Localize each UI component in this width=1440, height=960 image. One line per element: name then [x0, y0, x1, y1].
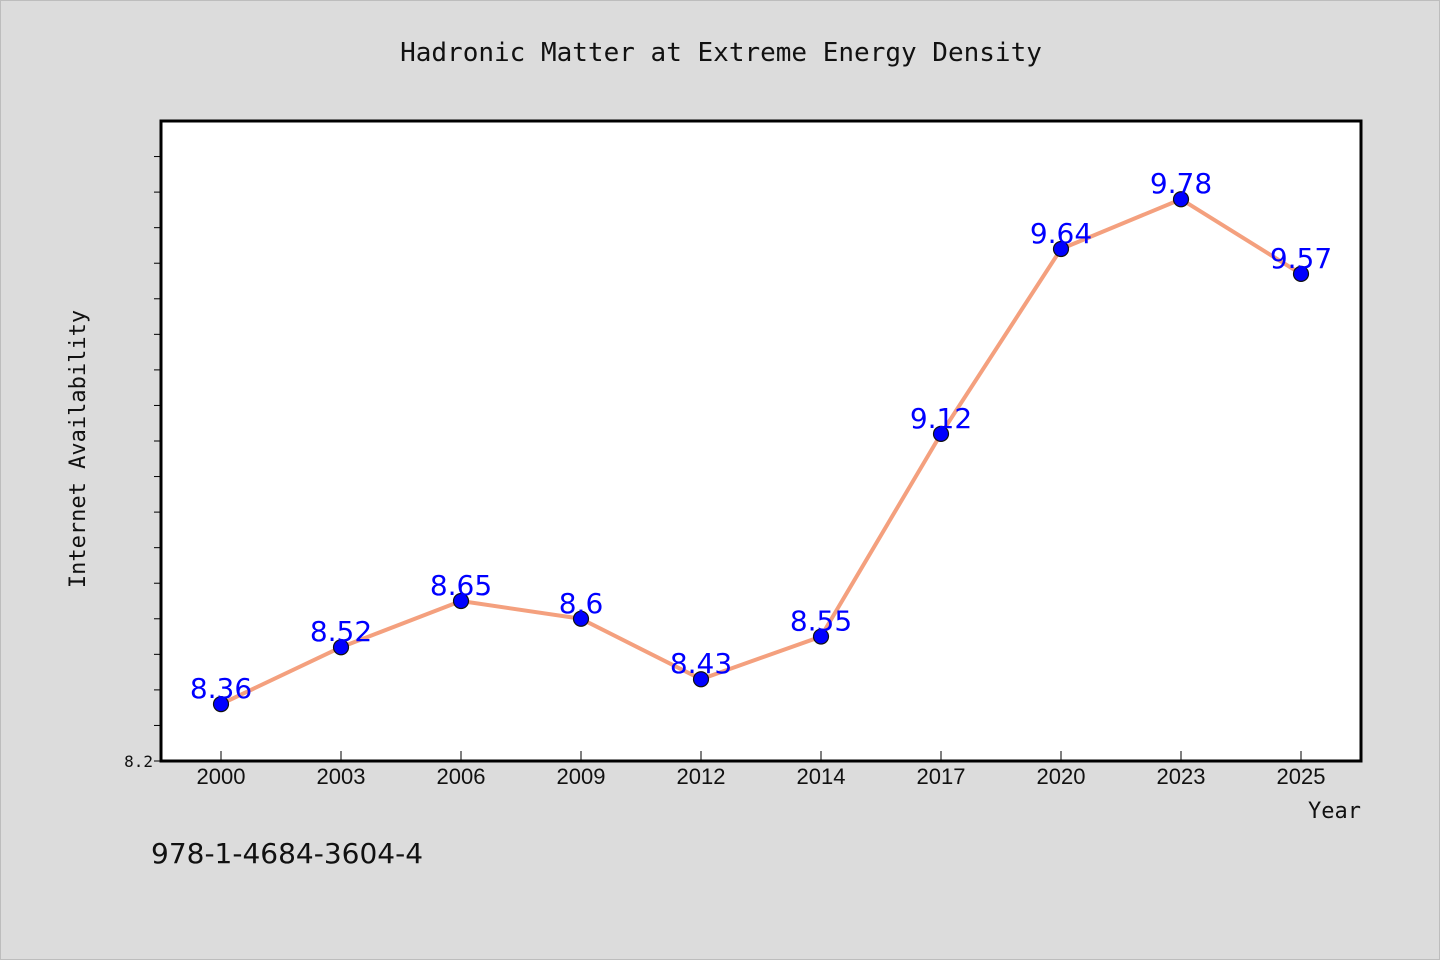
data-label: 8.36 — [190, 672, 252, 705]
data-point — [1172, 191, 1190, 208]
x-tick-label: 2025 — [1277, 764, 1326, 789]
x-tick-label: 2009 — [557, 764, 606, 789]
series-layer: 8.36 8.52 8.65 8.6 8.43 8.55 9.12 9.64 9.78 9.57 — [190, 167, 1332, 713]
data-point — [212, 696, 230, 713]
x-axis-tick-labels: 2000 2003 2006 2009 2012 2014 2017 2020 2023 2025 — [197, 764, 1326, 789]
x-tick-label: 2017 — [917, 764, 966, 789]
data-label: 8.43 — [670, 647, 732, 680]
x-tick-label: 2003 — [317, 764, 366, 789]
y-axis-label: Internet Availability — [66, 310, 91, 588]
x-tick-label: 2014 — [797, 764, 846, 789]
data-label: 9.78 — [1150, 167, 1212, 200]
data-label: 8.52 — [310, 615, 372, 648]
data-label: 8.6 — [559, 587, 604, 620]
data-label: 8.65 — [430, 569, 492, 602]
x-tick-label: 2020 — [1037, 764, 1086, 789]
isbn-code: 978-1-4684-3604-4 — [151, 837, 423, 870]
data-label: 9.64 — [1030, 217, 1092, 250]
x-tick-label: 2006 — [437, 764, 486, 789]
x-tick-label: 2000 — [197, 764, 246, 789]
data-point — [452, 592, 470, 610]
data-point — [332, 639, 350, 656]
x-tick-label: 2023 — [1157, 764, 1206, 789]
data-label: 8.55 — [790, 605, 852, 638]
data-point — [692, 671, 710, 688]
data-label: 9.12 — [910, 402, 972, 435]
series-line — [219, 197, 1303, 707]
chart-title: Hadronic Matter at Extreme Energy Densit… — [400, 38, 1042, 68]
x-axis-ticks — [220, 751, 1302, 761]
y-tick-label: 8.2 — [124, 752, 153, 771]
data-point — [932, 425, 950, 442]
x-tick-label: 2012 — [677, 764, 726, 789]
data-label: 9.57 — [1270, 242, 1332, 275]
data-point — [812, 628, 830, 645]
y-axis-tick-labels: 8.2 — [124, 752, 153, 771]
data-point — [1052, 240, 1070, 258]
y-axis-ticks — [154, 156, 161, 762]
data-point — [1292, 265, 1310, 282]
x-axis-label: Year — [1308, 799, 1361, 824]
plot-area — [159, 119, 1363, 763]
data-point — [572, 610, 590, 627]
